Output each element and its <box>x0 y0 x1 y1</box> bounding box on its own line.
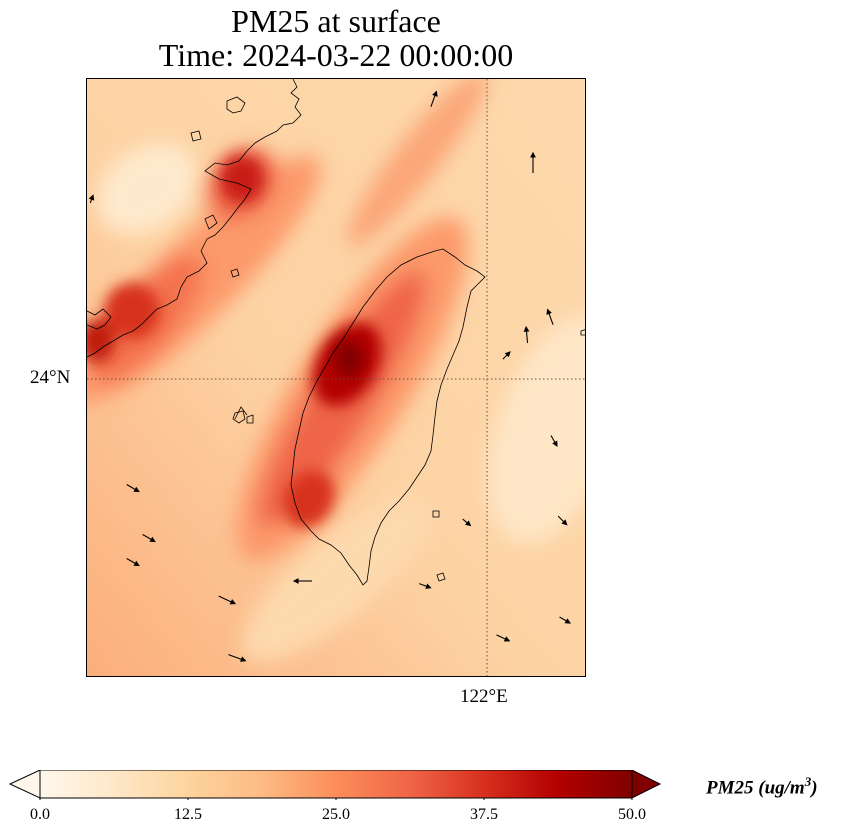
lon-tick-label: 122°E <box>460 686 508 707</box>
wind-arrow <box>228 654 247 662</box>
colorbar <box>8 769 663 803</box>
wind-arrow <box>559 616 571 624</box>
wind-arrow <box>546 308 554 325</box>
colorbar-tick-1: 12.5 <box>174 806 202 823</box>
colorbar-canvas <box>8 769 662 803</box>
colorbar-tick-3: 37.5 <box>470 806 498 823</box>
title-line-1: PM25 at surface <box>231 3 441 39</box>
coastlines <box>87 79 585 586</box>
wind-arrow <box>530 151 536 173</box>
colorbar-gradient <box>39 769 633 799</box>
colorbar-min-extend <box>8 769 41 799</box>
colorbar-tick-0: 0.0 <box>30 806 50 823</box>
wind-arrow <box>462 518 472 527</box>
colorbar-max-extend <box>631 769 662 799</box>
pm25-field-low <box>96 143 585 662</box>
title-line-2: Time: 2024-03-22 00:00:00 <box>158 37 514 73</box>
map-title: PM25 at surface Time: 2024-03-22 00:00:0… <box>86 4 586 72</box>
wind-arrow <box>292 578 312 584</box>
mainland-coastline <box>87 79 302 358</box>
colorbar-label-base: PM25 (ug/m <box>706 777 805 799</box>
wind-arrow <box>88 194 95 204</box>
pm25-field-peak <box>335 341 363 377</box>
wind-arrow <box>523 325 530 344</box>
wind-arrow <box>496 634 511 642</box>
colorbar-label: PM25 (ug/m3) <box>706 774 818 799</box>
colorbar-tick-2: 25.0 <box>322 806 350 823</box>
wind-arrow <box>550 435 558 447</box>
wind-arrows <box>88 90 571 662</box>
graticule <box>87 79 585 676</box>
map-panel[interactable] <box>86 78 586 677</box>
wind-arrow <box>502 351 511 360</box>
wind-arrow <box>126 484 140 493</box>
colorbar-label-end: ) <box>811 777 818 799</box>
map-canvas <box>87 79 585 676</box>
taiwan-coastline <box>290 248 486 586</box>
wind-arrow <box>218 595 237 605</box>
wind-arrow <box>142 534 156 543</box>
colorbar-tick-4: 50.0 <box>618 806 646 823</box>
wind-arrow <box>419 583 432 589</box>
wind-arrow <box>126 558 140 567</box>
colorbar-label-exponent: 3 <box>804 774 812 789</box>
lat-tick-label: 24°N <box>30 367 71 388</box>
pm25-field-ne-band <box>347 79 487 247</box>
wind-arrow <box>557 515 568 526</box>
penghu-coastline <box>232 410 246 424</box>
wind-arrow <box>430 90 438 107</box>
